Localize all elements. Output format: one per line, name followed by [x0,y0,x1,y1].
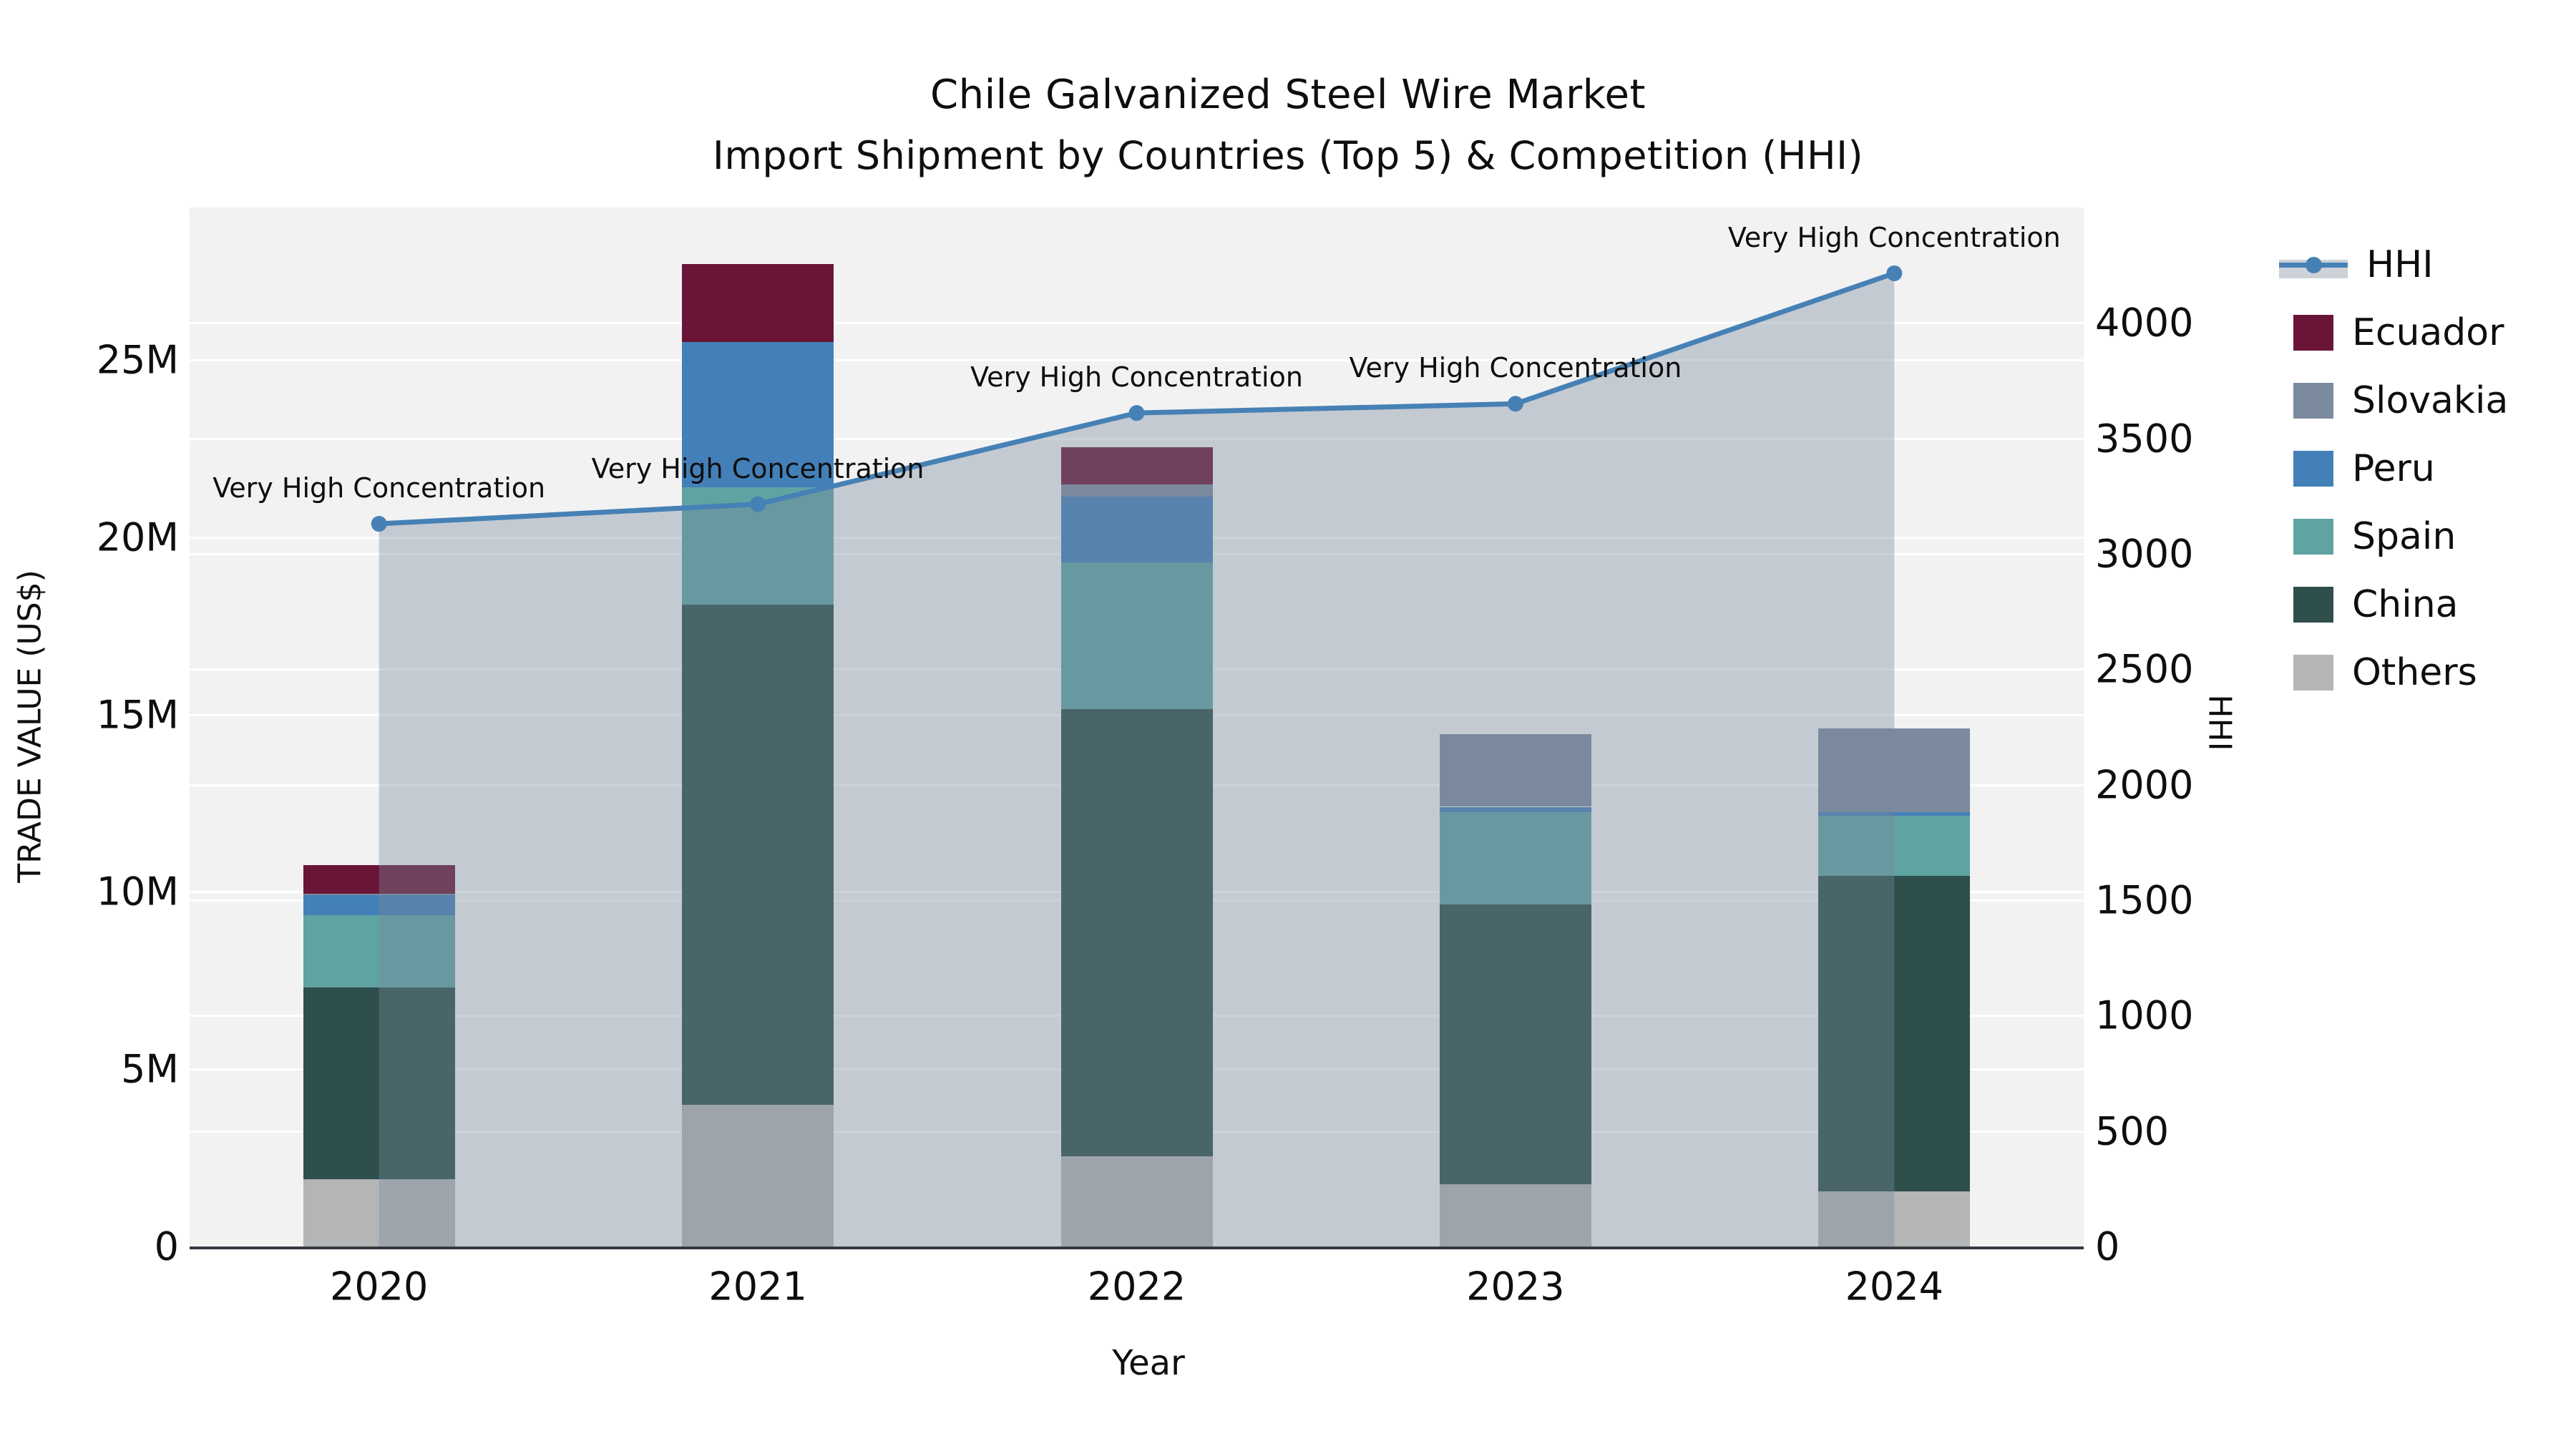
y-right-tick-0: 0 [2095,1224,2120,1269]
chart-title-line1: Chile Galvanized Steel Wire Market [930,72,1646,118]
bar-2023-others[interactable] [1439,1184,1591,1246]
bar-2024-slovakia[interactable] [1818,728,1971,812]
legend-item-china[interactable]: China [2279,570,2508,638]
legend: HHI Ecuador Slovakia Peru Spain China Others [2279,230,2508,706]
bar-2021-ecuador[interactable] [682,264,834,343]
bar-2021-china[interactable] [682,605,834,1105]
hhi-marker-2020[interactable] [371,516,387,532]
legend-label-others: Others [2352,650,2477,694]
x-tick-2020: 2020 [329,1264,429,1309]
legend-label-slovakia: Slovakia [2352,379,2509,422]
bar-2024-china[interactable] [1818,876,1971,1192]
y-left-tick-15M: 15M [96,692,179,738]
x-tick-2022: 2022 [1087,1264,1186,1309]
bar-2024-peru[interactable] [1818,811,1971,816]
x-tick-2021: 2021 [708,1264,807,1309]
legend-swatch-china [2293,586,2333,623]
annotation-2020: Very High Concentration [213,472,546,504]
y-left-tick-0: 0 [154,1224,179,1269]
y-left-tick-10M: 10M [96,869,179,914]
legend-hhi-line-sample [2279,247,2348,283]
bar-2020-slovakia[interactable] [303,893,455,896]
legend-item-peru[interactable]: Peru [2279,434,2508,502]
y-right-tick-1500: 1500 [2095,877,2194,923]
gridline-hhi-4000 [190,322,2084,325]
bar-2022-ecuador[interactable] [1060,447,1213,484]
legend-label-hhi: HHI [2366,243,2434,286]
x-tick-2024: 2024 [1845,1264,1944,1309]
y-right-tick-2500: 2500 [2095,646,2194,692]
bar-2024-spain[interactable] [1818,815,1971,877]
y-left-tick-20M: 20M [96,514,179,560]
chart-title-line2: Import Shipment by Countries (Top 5) & C… [712,133,1864,178]
y-right-tick-3000: 3000 [2095,531,2194,577]
legend-label-spain: Spain [2352,514,2457,558]
x-axis-title: Year [1112,1343,1185,1383]
bar-2022-peru[interactable] [1060,496,1213,562]
bar-2021-others[interactable] [682,1104,834,1246]
bar-2022-slovakia[interactable] [1060,484,1213,497]
y-right-tick-4000: 4000 [2095,300,2194,346]
bar-2022-china[interactable] [1060,709,1213,1156]
annotation-2023: Very High Concentration [1349,352,1682,384]
y-left-tick-25M: 25M [96,337,179,383]
hhi-marker-2024[interactable] [1886,265,1903,281]
legend-swatch-spain [2293,518,2333,555]
bar-2022-others[interactable] [1060,1156,1213,1246]
x-tick-2023: 2023 [1466,1264,1565,1309]
bar-2020-spain[interactable] [303,914,455,988]
annotation-2024: Very High Concentration [1727,221,2061,253]
legend-label-ecuador: Ecuador [2352,311,2504,354]
legend-swatch-slovakia [2293,382,2333,419]
legend-item-ecuador[interactable]: Ecuador [2279,298,2508,366]
x-axis-line [190,1246,2084,1249]
legend-label-china: China [2352,582,2459,626]
legend-swatch-ecuador [2293,314,2333,351]
bar-2023-peru[interactable] [1439,806,1591,812]
y-right-tick-500: 500 [2095,1108,2170,1154]
hhi-marker-2023[interactable] [1507,396,1523,412]
legend-item-spain[interactable]: Spain [2279,502,2508,570]
annotation-2021: Very High Concentration [591,452,924,484]
bar-2020-ecuador[interactable] [303,865,455,894]
bar-2020-peru[interactable] [303,895,455,915]
y-right-tick-2000: 2000 [2095,762,2194,808]
bar-2020-china[interactable] [303,987,455,1179]
legend-hhi-dot [2306,256,2322,273]
y-right-tick-3500: 3500 [2095,416,2194,462]
legend-item-hhi[interactable]: HHI [2279,230,2508,298]
y-right-axis-title: HHI [2201,694,2238,751]
hhi-marker-2021[interactable] [750,496,766,512]
y-left-axis-title: TRADE VALUE (US$) [11,570,49,883]
bar-2023-spain[interactable] [1439,811,1591,904]
bar-2023-slovakia[interactable] [1439,733,1591,807]
legend-item-others[interactable]: Others [2279,638,2508,706]
annotation-2022: Very High Concentration [970,361,1303,394]
hhi-marker-2022[interactable] [1128,405,1145,421]
bar-2020-others[interactable] [303,1179,455,1246]
gridline-hhi-3500 [190,437,2084,440]
y-right-tick-1000: 1000 [2095,992,2194,1038]
legend-label-peru: Peru [2352,447,2435,490]
legend-swatch-others [2293,654,2333,691]
bar-2023-china[interactable] [1439,904,1591,1185]
legend-swatch-peru [2293,450,2333,487]
bar-2022-spain[interactable] [1060,562,1213,710]
bar-2024-others[interactable] [1818,1191,1971,1246]
y-left-tick-5M: 5M [121,1046,179,1092]
legend-item-slovakia[interactable]: Slovakia [2279,366,2508,434]
